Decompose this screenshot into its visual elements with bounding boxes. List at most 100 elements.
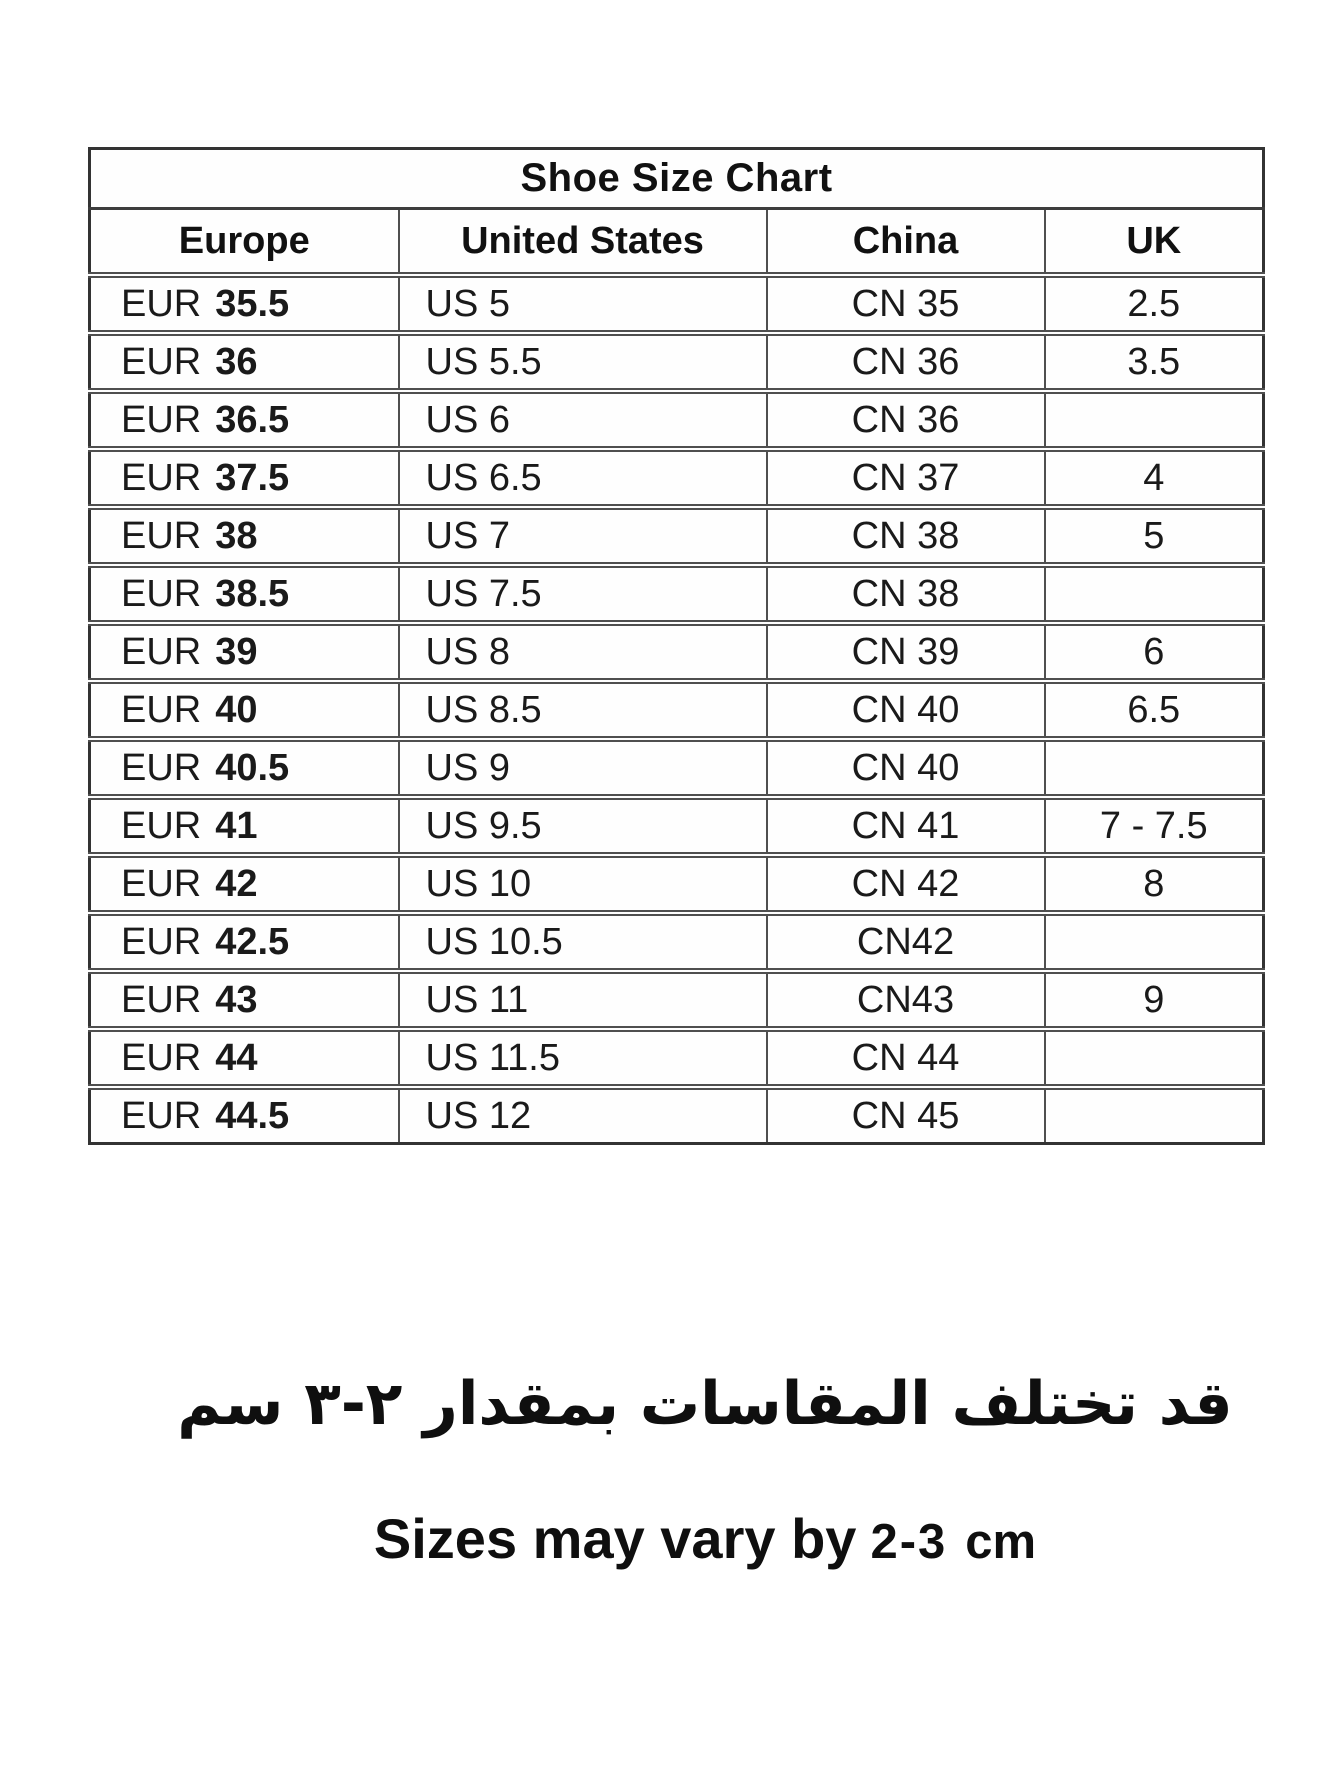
europe-size-cell: EUR 43	[90, 971, 399, 1029]
table-row: EUR 44.5 US 12 CN 45	[89, 1087, 1264, 1144]
china-size-cell: CN 38	[765, 507, 1045, 565]
europe-size-prefix: EUR	[121, 746, 202, 789]
europe-size-prefix: EUR	[121, 1094, 202, 1137]
europe-size-value: 42	[215, 862, 258, 905]
uk-size-cell	[1043, 1087, 1264, 1144]
china-size-cell: CN 45	[765, 1087, 1045, 1144]
china-size-cell: CN 35	[765, 275, 1045, 333]
note-arabic: قد تختلف المقاسات بمقدار ٢-٣ سم	[177, 1369, 1233, 1439]
us-size-cell: US 12	[397, 1087, 767, 1144]
uk-size-cell: 5	[1043, 507, 1264, 565]
table-header-row: Europe United States China UK	[89, 208, 1264, 278]
us-size-cell: US 11	[397, 971, 767, 1029]
note-english-unit: cm	[965, 1515, 1037, 1569]
europe-size-cell: EUR 38.5	[90, 565, 399, 623]
china-size-cell: CN 36	[765, 333, 1045, 391]
europe-size-cell: EUR 38	[90, 507, 399, 565]
table-row: EUR 38.5 US 7.5 CN 38	[89, 565, 1264, 623]
table-row: EUR 41 US 9.5 CN 41 7 - 7.5	[89, 797, 1264, 855]
table-body: EUR 35.5 US 5 CN 35 2.5 EUR 36 US 5.5 CN 3…	[89, 275, 1264, 1144]
uk-size-cell	[1043, 1029, 1264, 1087]
us-size-cell: US 10.5	[397, 913, 767, 971]
table-row: EUR 40.5 US 9 CN 40	[89, 739, 1264, 797]
europe-size-value: 44.5	[215, 1094, 290, 1137]
europe-size-prefix: EUR	[121, 398, 202, 441]
europe-size-prefix: EUR	[121, 572, 202, 615]
europe-size-cell: EUR 37.5	[90, 449, 399, 507]
china-size-cell: CN 36	[765, 391, 1045, 449]
column-header-united-states: United States	[397, 208, 767, 278]
china-size-cell: CN 41	[765, 797, 1045, 855]
china-size-cell: CN 39	[765, 623, 1045, 681]
europe-size-value: 40	[215, 688, 258, 731]
us-size-cell: US 6.5	[397, 449, 767, 507]
table-row: EUR 44 US 11.5 CN 44	[89, 1029, 1264, 1087]
column-header-uk: UK	[1043, 208, 1264, 278]
table-title: Shoe Size Chart	[89, 148, 1264, 210]
europe-size-cell: EUR 40	[90, 681, 399, 739]
europe-size-value: 40.5	[215, 746, 290, 789]
us-size-cell: US 5	[397, 275, 767, 333]
table-row: EUR 39 US 8 CN 39 6	[89, 623, 1264, 681]
table-row: EUR 38 US 7 CN 38 5	[89, 507, 1264, 565]
note-english: Sizes may vary by 2-3 cm	[70, 1508, 1340, 1570]
europe-size-value: 44	[215, 1036, 258, 1079]
europe-size-cell: EUR 44	[90, 1029, 399, 1087]
table-row: EUR 35.5 US 5 CN 35 2.5	[89, 275, 1264, 333]
europe-size-prefix: EUR	[121, 340, 202, 383]
uk-size-cell: 3.5	[1043, 333, 1264, 391]
europe-size-cell: EUR 36	[90, 333, 399, 391]
us-size-cell: US 7.5	[397, 565, 767, 623]
us-size-cell: US 9.5	[397, 797, 767, 855]
china-size-cell: CN 38	[765, 565, 1045, 623]
note-english-range: 2-3	[870, 1515, 948, 1569]
column-header-europe: Europe	[89, 208, 399, 278]
uk-size-cell: 7 - 7.5	[1043, 797, 1264, 855]
china-size-cell: CN42	[765, 913, 1045, 971]
china-size-cell: CN43	[765, 971, 1045, 1029]
europe-size-value: 41	[215, 804, 258, 847]
europe-size-cell: EUR 35.5	[90, 275, 399, 333]
europe-size-value: 42.5	[215, 920, 290, 963]
uk-size-cell: 2.5	[1043, 275, 1264, 333]
table-row: EUR 42 US 10 CN 42 8	[89, 855, 1264, 913]
europe-size-prefix: EUR	[121, 282, 202, 325]
table-title-row: Shoe Size Chart	[89, 148, 1264, 210]
us-size-cell: US 9	[397, 739, 767, 797]
note-english-text: Sizes may vary by	[373, 1507, 857, 1570]
uk-size-cell: 8	[1043, 855, 1264, 913]
europe-size-cell: EUR 36.5	[90, 391, 399, 449]
table-row: EUR 36.5 US 6 CN 36	[89, 391, 1264, 449]
us-size-cell: US 8.5	[397, 681, 767, 739]
uk-size-cell	[1043, 739, 1264, 797]
europe-size-prefix: EUR	[121, 920, 202, 963]
europe-size-cell: EUR 44.5	[90, 1087, 399, 1144]
europe-size-value: 36	[215, 340, 258, 383]
europe-size-cell: EUR 42.5	[90, 913, 399, 971]
uk-size-cell	[1043, 913, 1264, 971]
europe-size-prefix: EUR	[121, 514, 202, 557]
europe-size-prefix: EUR	[121, 978, 202, 1021]
europe-size-cell: EUR 42	[90, 855, 399, 913]
europe-size-value: 38.5	[215, 572, 290, 615]
china-size-cell: CN 40	[765, 681, 1045, 739]
europe-size-value: 37.5	[215, 456, 290, 499]
uk-size-cell: 6	[1043, 623, 1264, 681]
shoe-size-table: Shoe Size Chart Europe United States Chi…	[88, 147, 1266, 1145]
uk-size-cell: 6.5	[1043, 681, 1264, 739]
europe-size-value: 38	[215, 514, 258, 557]
uk-size-cell	[1043, 391, 1264, 449]
china-size-cell: CN 44	[765, 1029, 1045, 1087]
europe-size-prefix: EUR	[121, 804, 202, 847]
europe-size-value: 43	[215, 978, 258, 1021]
europe-size-prefix: EUR	[121, 1036, 202, 1079]
uk-size-cell	[1043, 565, 1264, 623]
china-size-cell: CN 40	[765, 739, 1045, 797]
europe-size-value: 39	[215, 630, 258, 673]
europe-size-prefix: EUR	[121, 688, 202, 731]
europe-size-cell: EUR 41	[90, 797, 399, 855]
europe-size-cell: EUR 40.5	[90, 739, 399, 797]
column-header-china: China	[765, 208, 1045, 278]
uk-size-cell: 4	[1043, 449, 1264, 507]
china-size-cell: CN 42	[765, 855, 1045, 913]
